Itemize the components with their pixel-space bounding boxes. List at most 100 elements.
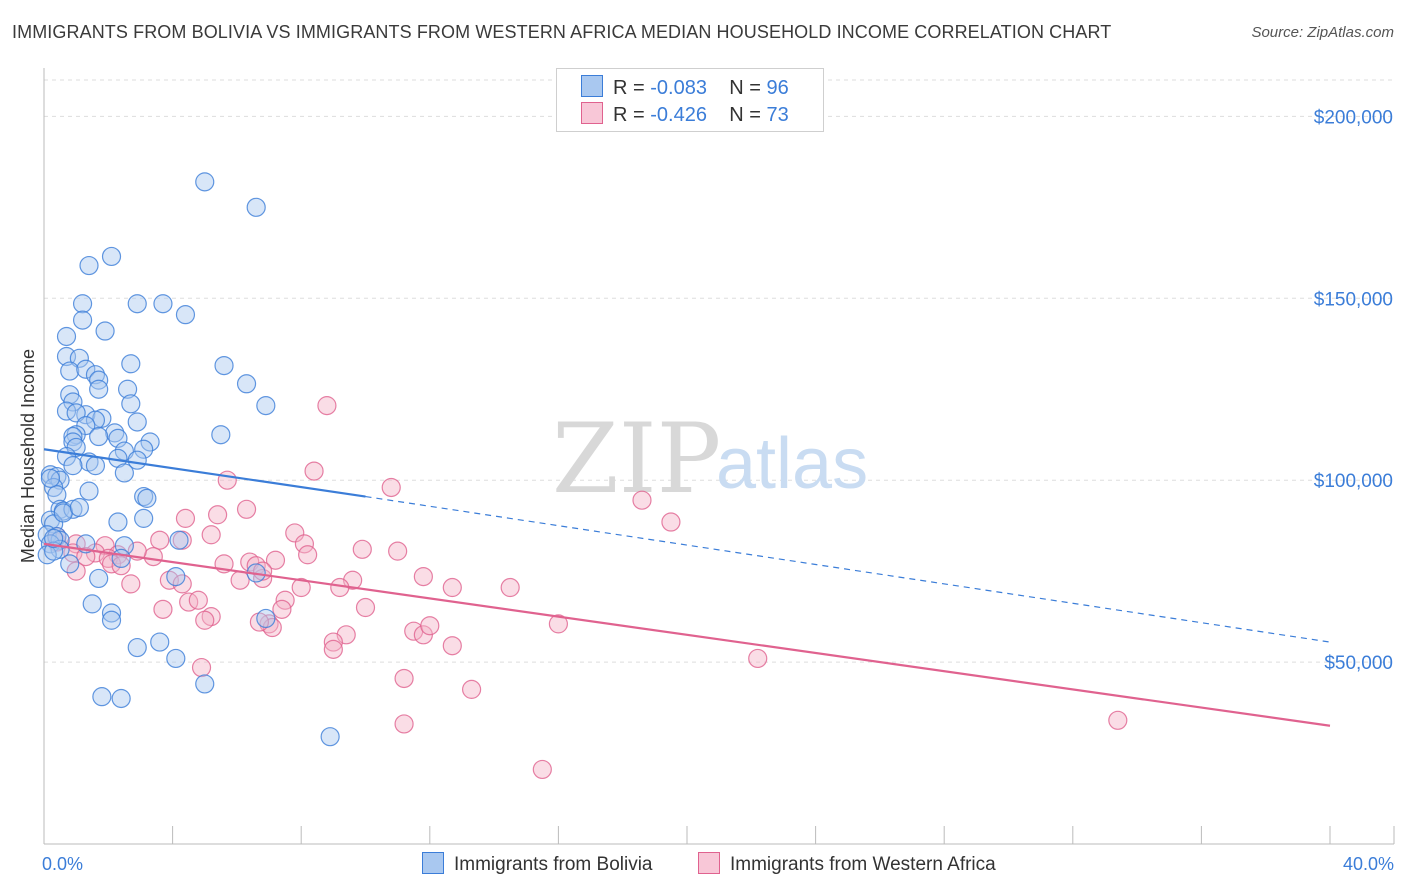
point-bolivia — [108, 512, 128, 532]
trend-lines — [43, 448, 1331, 727]
point-western-africa — [272, 599, 292, 619]
point-western-africa — [285, 523, 305, 543]
legend-n-value: 96 — [766, 77, 789, 99]
point-western-africa — [291, 577, 311, 598]
point-bolivia — [114, 463, 134, 483]
legend-swatch-blue — [422, 852, 444, 874]
legend-row-wafrica: R = -0.426 N = 73 — [581, 102, 789, 126]
point-bolivia — [53, 503, 73, 523]
point-bolivia — [195, 172, 215, 192]
legend-item-wafrica: Immigrants from Western Africa — [698, 852, 996, 876]
point-bolivia — [134, 439, 154, 459]
point-bolivia — [89, 568, 109, 589]
series-western-africa — [47, 396, 1128, 780]
point-western-africa — [355, 597, 376, 618]
point-bolivia — [150, 632, 170, 652]
point-western-africa — [1108, 710, 1128, 730]
point-western-africa — [548, 614, 569, 634]
point-bolivia — [236, 374, 257, 394]
point-bolivia — [76, 405, 96, 425]
point-bolivia — [214, 355, 234, 376]
point-bolivia — [85, 365, 106, 385]
point-western-africa — [143, 546, 163, 567]
point-bolivia — [140, 432, 160, 452]
point-western-africa — [259, 614, 279, 634]
point-western-africa — [153, 599, 173, 619]
legend-row-bolivia: R = -0.083 N = 96 — [581, 75, 789, 99]
point-bolivia — [256, 396, 276, 416]
point-western-africa — [249, 612, 270, 632]
point-bolivia — [195, 674, 215, 694]
point-western-africa — [413, 566, 433, 587]
point-western-africa — [159, 570, 179, 590]
point-western-africa — [66, 561, 86, 581]
point-bolivia — [137, 488, 157, 508]
point-bolivia — [82, 594, 102, 614]
point-bolivia — [111, 548, 131, 569]
point-western-africa — [201, 607, 221, 627]
point-bolivia — [85, 456, 106, 476]
point-bolivia — [63, 499, 83, 519]
legend-swatch-pink — [581, 102, 603, 124]
point-western-africa — [101, 554, 122, 574]
point-western-africa — [111, 556, 131, 576]
point-western-africa — [381, 477, 401, 498]
point-bolivia — [101, 610, 122, 630]
point-bolivia — [44, 528, 64, 549]
y-tick-label: $150,000 — [1314, 289, 1393, 310]
point-bolivia — [76, 359, 96, 379]
point-bolivia — [134, 508, 154, 528]
point-bolivia — [211, 425, 231, 445]
point-western-africa — [420, 616, 440, 636]
point-western-africa — [172, 574, 192, 594]
point-bolivia — [117, 379, 138, 399]
point-western-africa — [236, 499, 257, 519]
point-western-africa — [632, 490, 652, 510]
point-bolivia — [92, 687, 112, 707]
point-bolivia — [92, 408, 112, 428]
point-bolivia — [47, 485, 67, 505]
point-bolivia — [105, 423, 125, 443]
point-bolivia — [69, 348, 89, 368]
point-bolivia — [72, 310, 93, 330]
point-bolivia — [101, 246, 122, 267]
legend-swatch-pink — [698, 852, 720, 874]
point-western-africa — [323, 639, 343, 659]
point-bolivia — [50, 470, 70, 490]
point-bolivia — [127, 294, 147, 314]
point-western-africa — [265, 550, 286, 570]
point-bolivia — [101, 603, 122, 623]
point-bolivia — [40, 468, 61, 488]
point-western-africa — [208, 505, 228, 525]
point-bolivia — [69, 497, 89, 518]
watermark-atlas: atlas — [716, 424, 868, 504]
point-bolivia — [175, 305, 196, 325]
point-bolivia — [79, 481, 99, 501]
point-western-africa — [317, 396, 337, 416]
point-western-africa — [661, 512, 681, 532]
point-bolivia — [134, 486, 154, 507]
point-western-africa — [394, 668, 414, 689]
point-bolivia — [111, 688, 131, 709]
point-western-africa — [394, 714, 414, 734]
point-bolivia — [166, 566, 186, 587]
chart-title: IMMIGRANTS FROM BOLIVIA VS IMMIGRANTS FR… — [12, 22, 1112, 42]
legend-r-label: R = — [613, 77, 645, 99]
point-bolivia — [95, 321, 115, 341]
y-tick-label: $200,000 — [1314, 107, 1393, 128]
point-western-africa — [201, 525, 221, 545]
stats-legend: R = -0.083 N = 96 R = -0.426 N = 73 — [556, 68, 824, 132]
point-western-africa — [179, 592, 199, 612]
point-western-africa — [461, 679, 482, 699]
point-bolivia — [320, 727, 340, 747]
x-tick-label-max: 40.0% — [1343, 854, 1394, 874]
legend-n-label: N = — [729, 104, 761, 126]
point-western-africa — [188, 590, 208, 610]
point-bolivia — [153, 294, 173, 314]
point-western-africa — [532, 759, 552, 780]
point-bolivia — [256, 608, 276, 629]
point-bolivia — [85, 410, 106, 430]
point-bolivia — [66, 403, 86, 423]
point-bolivia — [56, 326, 77, 347]
point-western-africa — [500, 577, 520, 598]
